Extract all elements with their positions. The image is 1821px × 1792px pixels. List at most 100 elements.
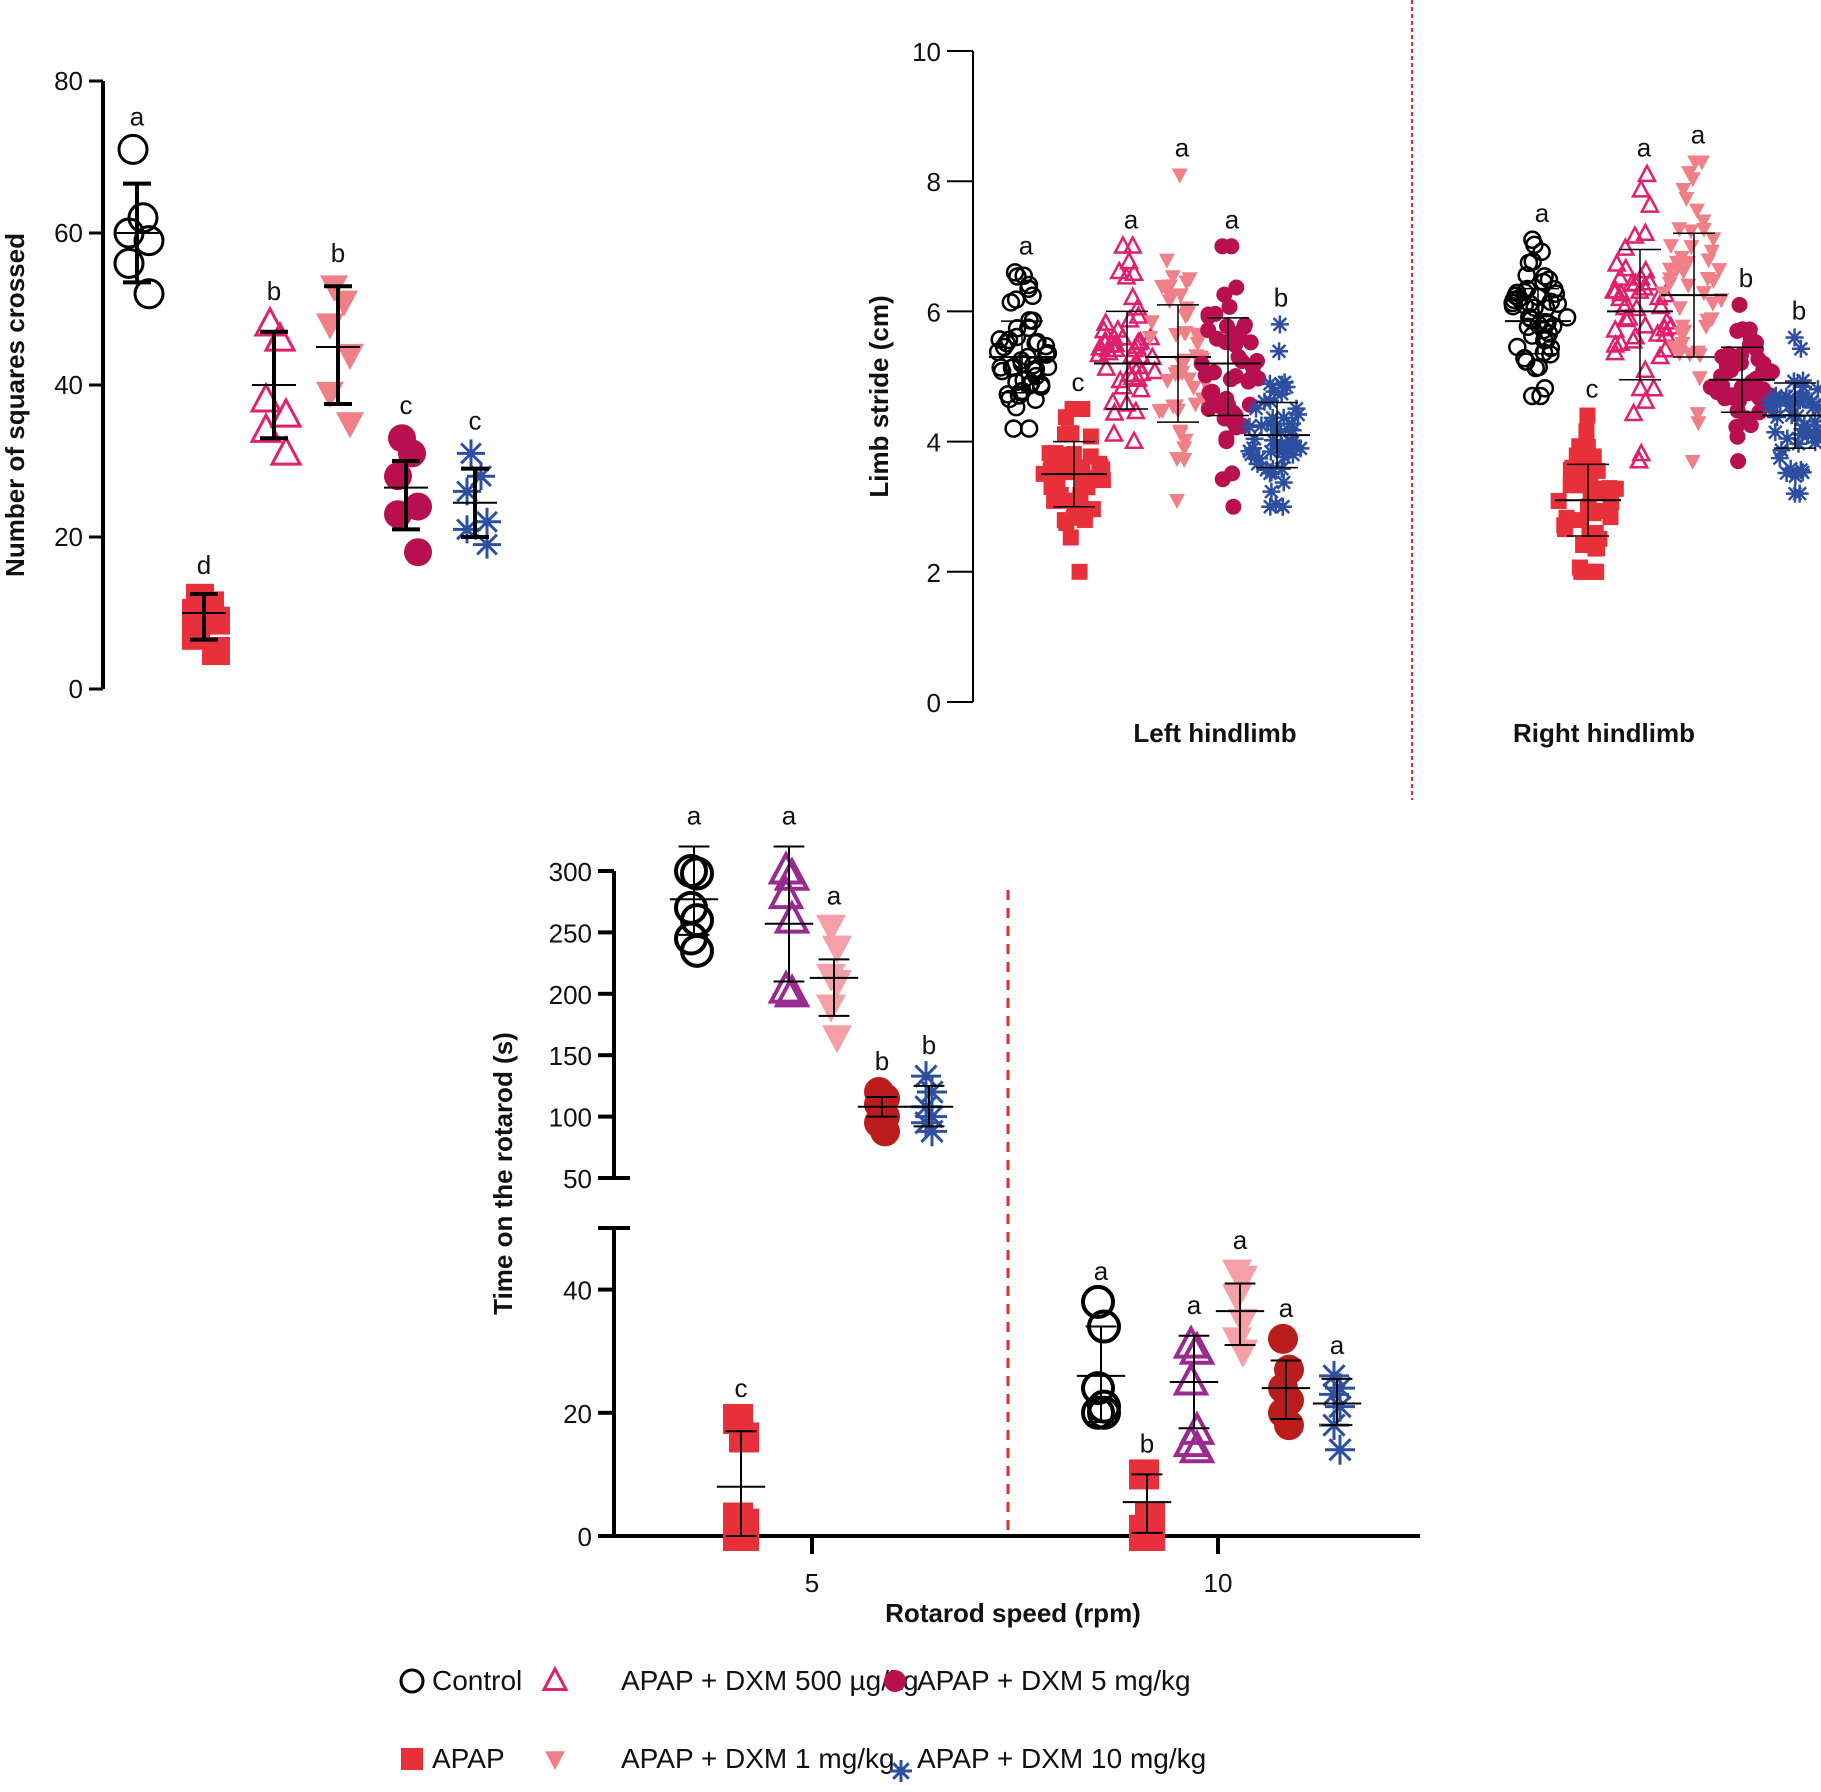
- data-point: [1785, 484, 1804, 503]
- data-point: [1671, 301, 1688, 317]
- data-point: [1037, 345, 1056, 364]
- data-point: [1058, 492, 1075, 509]
- data-point: [253, 305, 287, 337]
- y-tick-label: 8: [927, 167, 941, 197]
- data-point: [1691, 371, 1708, 387]
- data-point: [1684, 454, 1701, 470]
- data-point: [1750, 351, 1767, 368]
- asterisk-stroke: [1271, 344, 1287, 359]
- asterisk-stroke: [1242, 419, 1257, 434]
- data-point: [1043, 478, 1060, 495]
- asterisk-stroke: [1275, 499, 1291, 514]
- data-point: [1730, 453, 1747, 470]
- data-point: [1761, 391, 1780, 410]
- series-dxm10: b: [1760, 295, 1821, 503]
- data-point: [1062, 529, 1079, 546]
- series-apap-speed-5: c: [716, 1373, 766, 1551]
- data-point: [1062, 447, 1079, 464]
- data-point: [113, 247, 145, 279]
- data-point: [202, 637, 230, 665]
- data-point: [1711, 263, 1728, 279]
- significance-label: a: [1175, 133, 1190, 163]
- legend-item-dxm1: APAP + DXM 1 mg/kg: [545, 1743, 895, 1774]
- data-point: [1123, 430, 1145, 450]
- error-bar: [1312, 1377, 1362, 1427]
- series-control-speed-10: a: [1076, 1256, 1126, 1430]
- data-point: [1601, 480, 1618, 497]
- data-point: [1268, 1323, 1298, 1354]
- data-point: [1262, 482, 1281, 501]
- legend-marker: [890, 1760, 912, 1782]
- data-point: [1661, 276, 1678, 292]
- data-point: [1176, 441, 1193, 457]
- data-point: [1578, 423, 1595, 440]
- y-axis-title: Limb stride (cm): [864, 295, 894, 497]
- data-point: [1096, 357, 1117, 376]
- significance-label: b: [1792, 295, 1806, 325]
- data-point: [773, 973, 811, 1008]
- data-point: [1181, 272, 1198, 288]
- data-point: [1119, 308, 1140, 328]
- data-point: [1225, 498, 1242, 515]
- data-point: [1116, 392, 1137, 412]
- data-point: [1675, 183, 1692, 199]
- data-point: [1218, 390, 1235, 407]
- asterisk-stroke: [1242, 443, 1257, 459]
- legend-marker: [545, 1751, 565, 1770]
- data-point: [822, 1025, 852, 1054]
- significance-label: a: [130, 101, 145, 131]
- error-bar: [1122, 1473, 1172, 1534]
- data-point: [1630, 178, 1652, 198]
- data-point: [1060, 425, 1077, 442]
- data-point: [1618, 306, 1639, 326]
- data-point: [1228, 279, 1245, 296]
- legend-label: APAP + DXM 1 mg/kg: [621, 1743, 895, 1774]
- data-point: [269, 396, 303, 428]
- series-dxm1: b: [316, 238, 364, 439]
- data-point: [336, 412, 364, 439]
- significance-label: c: [469, 405, 482, 435]
- significance-label: c: [1586, 374, 1599, 404]
- data-point: [1534, 320, 1553, 340]
- data-point: [1325, 1434, 1355, 1465]
- data-point: [1636, 163, 1658, 183]
- error-bar: [453, 466, 497, 539]
- data-point: [1808, 428, 1821, 447]
- data-point: [1082, 448, 1099, 465]
- significance-label: b: [1140, 1428, 1154, 1458]
- data-point: [1526, 358, 1545, 378]
- data-point: [1722, 362, 1739, 379]
- data-point: [1036, 336, 1056, 356]
- error-bar: [716, 1430, 766, 1537]
- data-point: [1609, 267, 1631, 286]
- data-point: [1200, 306, 1217, 323]
- data-point: [1200, 400, 1217, 417]
- series-dxm500: a: [1603, 133, 1682, 469]
- data-point: [994, 337, 1014, 357]
- data-point: [1525, 298, 1544, 317]
- data-point: [1082, 428, 1099, 445]
- series-dxm5: a: [1193, 204, 1267, 515]
- data-point: [1135, 1521, 1165, 1551]
- data-point: [1679, 256, 1696, 272]
- asterisk-stroke: [1788, 468, 1803, 484]
- error-bar: [252, 329, 296, 441]
- data-point: [1178, 1330, 1216, 1365]
- data-point: [1090, 336, 1111, 356]
- data-point: [1635, 359, 1656, 379]
- y-tick-label: 60: [54, 218, 83, 248]
- data-point: [1263, 459, 1282, 478]
- data-point: [1178, 1429, 1216, 1464]
- series-control: a: [988, 230, 1058, 438]
- series-control-speed-5: a: [669, 800, 719, 968]
- data-point: [917, 1116, 947, 1147]
- data-point: [1214, 238, 1231, 255]
- series-dxm500-speed-10: a: [1169, 1290, 1219, 1464]
- data-point: [816, 914, 846, 943]
- significance-label: a: [687, 800, 702, 830]
- series-dxm500-speed-5: a: [764, 800, 814, 1008]
- error-bar: [809, 958, 859, 1017]
- y-tick-label: 2: [927, 558, 941, 588]
- data-point: [1650, 295, 1671, 315]
